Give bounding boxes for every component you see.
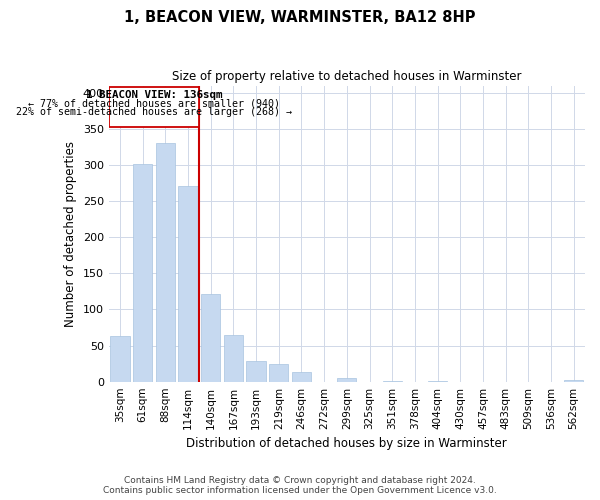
Bar (178, 186, 198, 382)
Bar (564, 380, 583, 382)
Text: ← 77% of detached houses are smaller (940): ← 77% of detached houses are smaller (94… (28, 98, 280, 108)
Bar (247, 360, 266, 382)
Bar (201, 294, 220, 382)
Y-axis label: Number of detached properties: Number of detached properties (64, 140, 77, 326)
Bar (269, 364, 289, 382)
Bar (337, 378, 356, 382)
Text: 22% of semi-detached houses are larger (268) →: 22% of semi-detached houses are larger (… (16, 106, 292, 117)
Text: 1, BEACON VIEW, WARMINSTER, BA12 8HP: 1, BEACON VIEW, WARMINSTER, BA12 8HP (124, 10, 476, 25)
Bar (428, 381, 447, 382)
X-axis label: Distribution of detached houses by size in Warminster: Distribution of detached houses by size … (187, 437, 507, 450)
FancyBboxPatch shape (109, 87, 199, 126)
Text: 1 BEACON VIEW: 136sqm: 1 BEACON VIEW: 136sqm (86, 90, 223, 100)
Bar (156, 144, 175, 382)
Bar (110, 336, 130, 382)
Title: Size of property relative to detached houses in Warminster: Size of property relative to detached ho… (172, 70, 521, 83)
Bar (383, 381, 402, 382)
Bar (133, 164, 152, 382)
Bar (224, 336, 243, 382)
Text: Contains HM Land Registry data © Crown copyright and database right 2024.
Contai: Contains HM Land Registry data © Crown c… (103, 476, 497, 495)
Bar (292, 372, 311, 382)
